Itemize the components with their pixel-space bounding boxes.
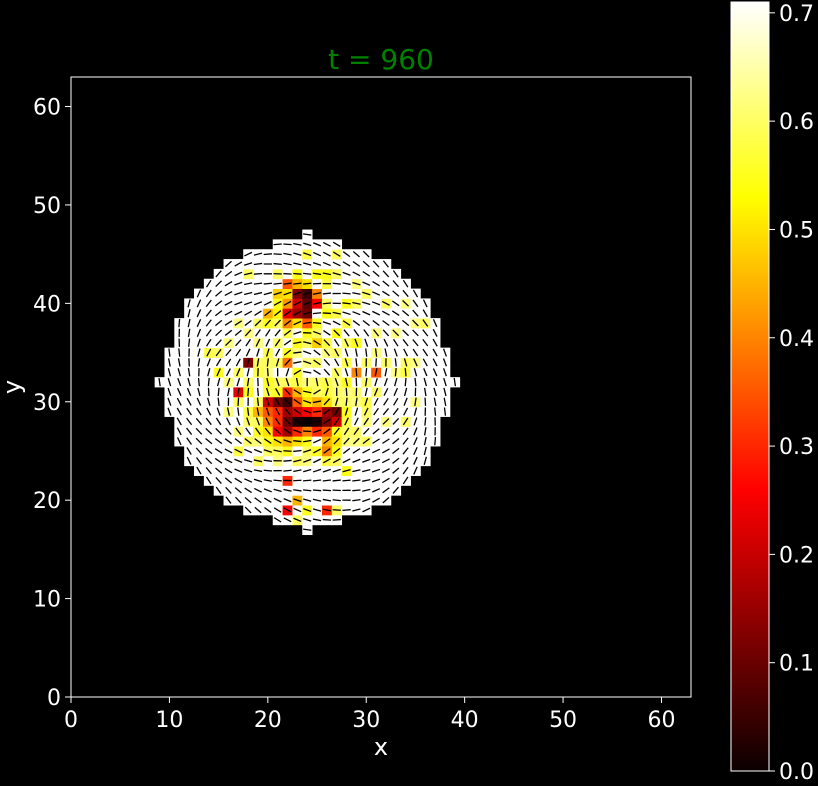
director-segment [366,368,367,376]
x-tick-label: 40 [451,708,479,733]
y-tick-label: 0 [47,686,61,711]
director-segment [323,313,331,314]
director-segment [333,480,341,481]
director-segment [405,368,406,376]
director-segment [179,348,180,356]
director-segment [238,398,239,406]
director-segment [189,339,190,347]
director-segment [218,398,219,406]
colorbar-tick-label: 0.4 [779,327,814,352]
director-segment [323,490,331,491]
colorbar-tick-label: 0.6 [779,110,814,135]
director-segment [303,273,311,274]
director-segment [313,323,321,324]
director-segment [313,490,321,491]
director-segment [376,358,377,366]
director-segment [208,378,209,386]
x-tick-label: 20 [254,708,282,733]
director-segment [342,480,350,481]
director-segment [274,264,282,265]
director-segment [435,407,436,415]
y-tick-label: 50 [33,194,61,219]
director-segment [264,254,272,255]
director-segment [323,303,331,304]
director-segment [405,378,406,386]
director-segment [248,388,249,396]
director-segment [342,510,350,511]
colorbar-tick-label: 0.3 [779,435,814,460]
x-tick-label: 60 [647,708,675,733]
director-segment [303,490,311,491]
director-segment [274,480,282,481]
chart-title: t = 960 [328,43,434,76]
colorbar-tick-label: 0.0 [779,760,814,785]
director-segment [274,283,282,284]
director-segment [342,293,350,294]
director-segment [274,254,282,255]
x-tick-label: 0 [64,708,78,733]
director-segment [303,480,311,481]
x-axis-label: x [374,733,388,761]
y-tick-label: 10 [33,588,61,613]
director-segment [323,520,331,521]
director-segment [333,500,341,501]
x-tick-label: 30 [352,708,380,733]
director-segment [293,273,301,274]
director-segment [264,470,272,471]
colorbar-tick-label: 0.5 [779,218,814,243]
director-segment [283,244,291,245]
director-segment [425,417,426,425]
director-segment [264,283,272,284]
director-segment [268,368,269,376]
colorbar-tick-label: 0.1 [779,652,814,677]
director-segment [395,368,396,376]
x-tick-label: 10 [155,708,183,733]
director-segment [333,283,341,284]
director-segment [218,388,219,396]
y-tick-label: 60 [33,96,61,121]
y-axis-label: y [0,380,26,394]
y-tick-label: 30 [33,391,61,416]
director-segment [283,274,291,275]
colorbar-tick-label: 0.7 [779,2,814,27]
director-segment [346,388,347,396]
director-segment [198,378,199,386]
y-tick-label: 40 [33,292,61,317]
director-segment [258,388,259,396]
director-segment [333,520,341,521]
x-tick-label: 50 [549,708,577,733]
director-segment [254,273,262,274]
colorbar-tick-label: 0.2 [779,543,814,568]
director-segment [283,460,291,461]
director-segment [435,437,436,445]
director-segment [303,283,311,284]
director-segment [283,451,291,452]
director-segment [395,358,396,366]
director-segment [333,510,341,511]
director-segment [323,293,331,294]
y-tick-label: 20 [33,489,61,514]
director-segment [356,368,357,376]
director-segment [179,319,180,327]
director-segment [415,378,416,386]
director-segment [274,244,282,245]
director-segment [352,490,360,491]
director-segment [208,388,209,396]
director-segment [293,441,301,442]
director-segment [283,470,291,471]
colorbar [731,2,769,771]
